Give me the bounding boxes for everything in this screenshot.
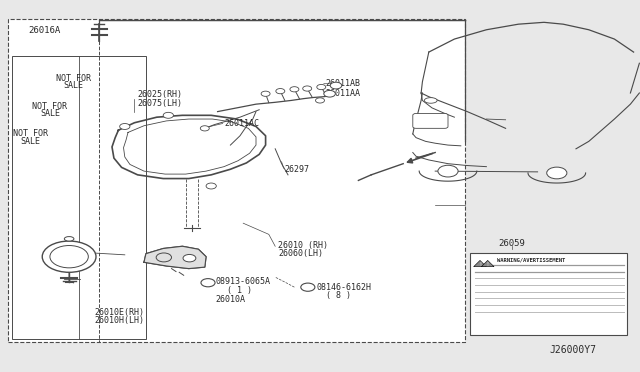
Text: NOT FOR: NOT FOR (33, 102, 67, 110)
Polygon shape (474, 260, 486, 267)
Text: SALE: SALE (63, 81, 84, 90)
Circle shape (163, 112, 173, 118)
Circle shape (183, 254, 196, 262)
Bar (8, 19, 465, 342)
Circle shape (120, 124, 130, 129)
Circle shape (547, 167, 567, 179)
Text: 08146-6162H: 08146-6162H (317, 283, 372, 292)
Circle shape (42, 241, 96, 272)
Text: SALE: SALE (40, 109, 60, 118)
Text: 26060(LH): 26060(LH) (278, 249, 323, 258)
Text: J26000Y7: J26000Y7 (549, 345, 596, 355)
Circle shape (156, 253, 172, 262)
Circle shape (324, 90, 335, 97)
Text: 26297: 26297 (285, 165, 310, 174)
Text: !: ! (486, 262, 489, 267)
Polygon shape (144, 246, 206, 269)
Text: 26010H(LH): 26010H(LH) (95, 316, 145, 325)
FancyBboxPatch shape (413, 113, 448, 128)
Circle shape (438, 165, 458, 177)
Circle shape (317, 84, 326, 90)
Text: WARNING/AVERTISSEMENT: WARNING/AVERTISSEMENT (497, 258, 566, 263)
Circle shape (316, 98, 324, 103)
Circle shape (303, 86, 312, 91)
Polygon shape (481, 260, 494, 267)
Circle shape (261, 91, 270, 96)
Text: 26016A: 26016A (29, 26, 61, 35)
Circle shape (330, 82, 342, 89)
Circle shape (200, 126, 209, 131)
Text: 26059: 26059 (499, 239, 525, 248)
Text: B: B (306, 285, 310, 290)
Circle shape (276, 89, 285, 94)
Bar (470, 253, 627, 335)
Text: 26025(RH): 26025(RH) (138, 90, 182, 99)
Text: !: ! (479, 262, 481, 267)
Bar (12, 56, 146, 339)
Text: NOT FOR: NOT FOR (13, 129, 48, 138)
Text: 26011AB: 26011AB (325, 79, 360, 88)
Text: 26010E(RH): 26010E(RH) (95, 308, 145, 317)
Circle shape (301, 283, 315, 291)
Circle shape (290, 87, 299, 92)
Ellipse shape (65, 237, 74, 241)
Text: ( 1 ): ( 1 ) (227, 286, 252, 295)
Text: SALE: SALE (20, 137, 41, 146)
Text: 26010A: 26010A (216, 295, 246, 304)
Text: 08913-6065A: 08913-6065A (216, 278, 271, 286)
Text: ( 8 ): ( 8 ) (326, 291, 351, 300)
Text: 26011AA: 26011AA (325, 89, 360, 97)
Circle shape (50, 246, 88, 268)
Text: 26011AC: 26011AC (224, 119, 259, 128)
Circle shape (201, 279, 215, 287)
Ellipse shape (424, 98, 437, 103)
Text: NOT FOR: NOT FOR (56, 74, 91, 83)
Circle shape (206, 183, 216, 189)
Text: N: N (206, 280, 210, 285)
Text: 26075(LH): 26075(LH) (138, 99, 182, 108)
Text: 26010 (RH): 26010 (RH) (278, 241, 328, 250)
